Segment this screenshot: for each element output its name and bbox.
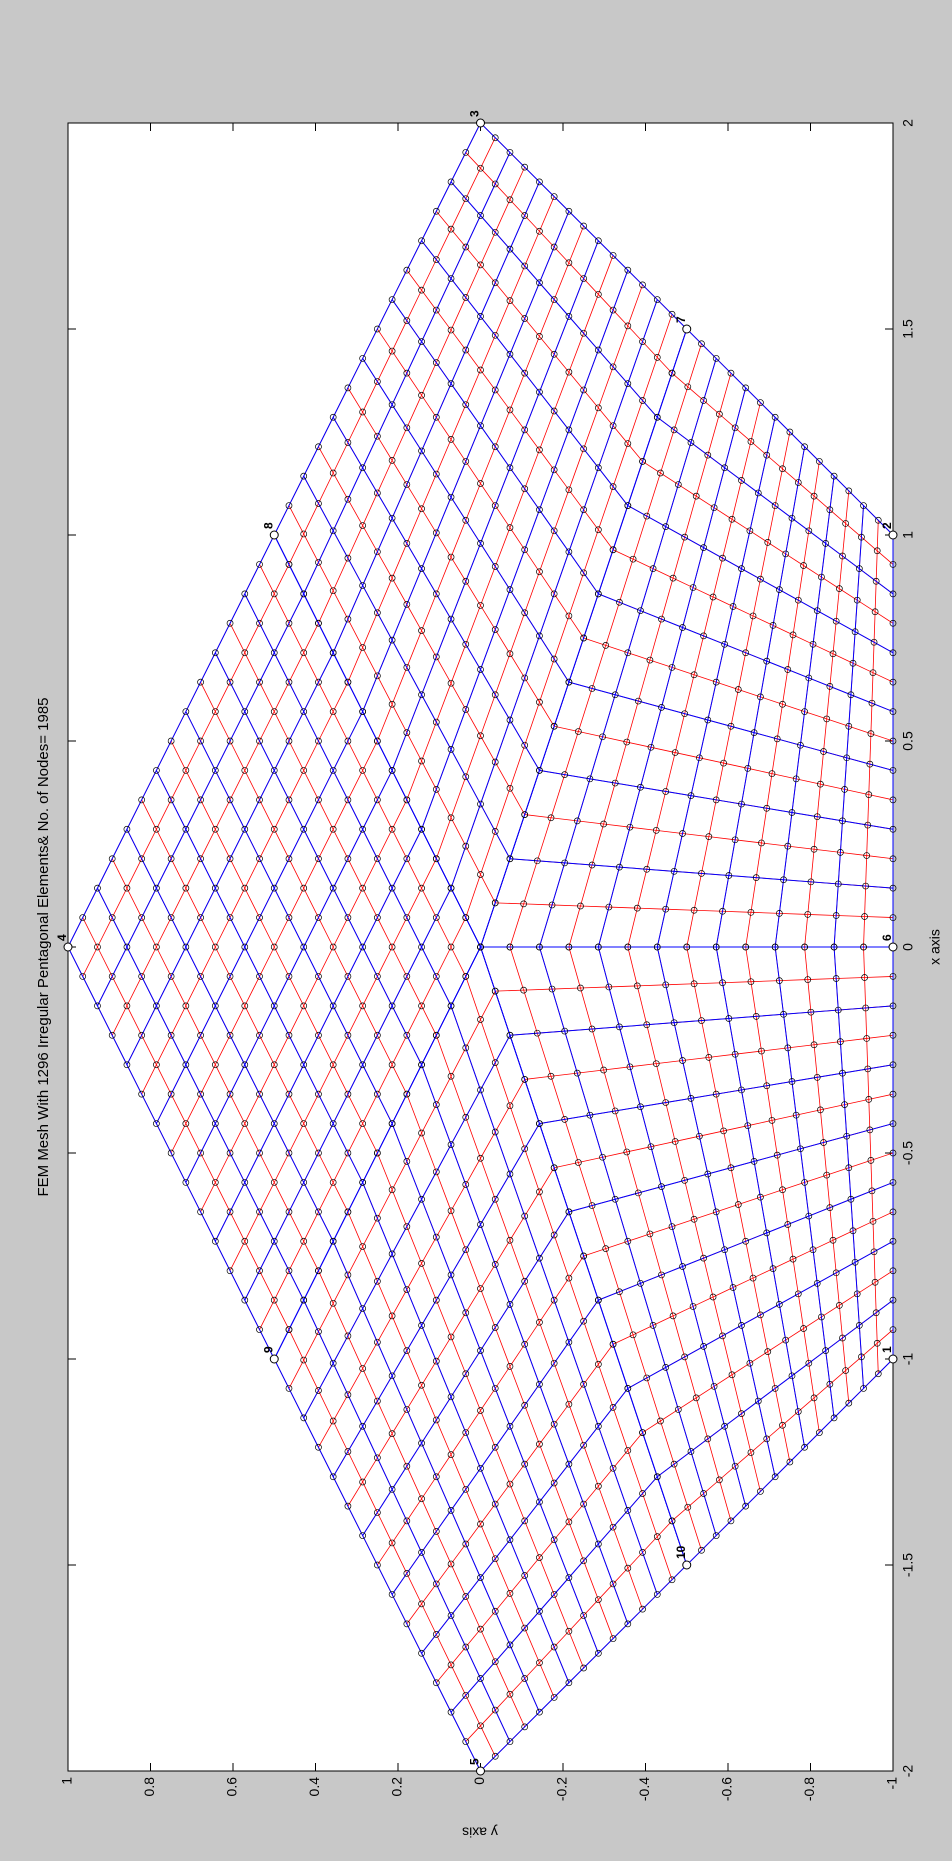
node-label: 1 [880, 1346, 894, 1353]
y-tick-label: 0 [471, 1777, 487, 1785]
x-tick-label: 0 [900, 943, 916, 951]
rotated-plot: FEM Mesh With 1296 Irregular Pentagonal … [35, 110, 943, 1840]
y-tick-label: -0.8 [801, 1777, 817, 1801]
x-tick-label: 2 [900, 119, 916, 127]
x-tick-label: 1 [900, 531, 916, 539]
node-label: 3 [468, 110, 482, 117]
node [889, 1355, 897, 1363]
node-label: 6 [880, 934, 894, 941]
node [889, 531, 897, 539]
node-label: 4 [55, 934, 69, 941]
y-tick-label: 0.8 [141, 1777, 157, 1797]
node [683, 1561, 691, 1569]
chart-title: FEM Mesh With 1296 Irregular Pentagonal … [35, 697, 52, 1196]
node [889, 943, 897, 951]
x-tick-label: -0.5 [900, 1141, 916, 1165]
x-axis-label: x axis [927, 929, 943, 965]
x-tick-label: 1.5 [900, 319, 916, 339]
page: {"chart_data": {"type": "mesh", "title":… [0, 0, 952, 1861]
y-tick-label: 0.2 [389, 1777, 405, 1797]
y-tick-label: -0.6 [719, 1777, 735, 1801]
node [270, 1355, 278, 1363]
node-label: 7 [674, 316, 688, 323]
node-label: 9 [261, 1346, 275, 1353]
y-tick-label: -0.4 [636, 1777, 652, 1801]
y-tick-label: -1 [884, 1777, 900, 1790]
node-label: 2 [880, 522, 894, 529]
x-tick-label: -1 [900, 1353, 916, 1366]
y-tick-label: 0.4 [306, 1777, 322, 1797]
node [477, 1767, 485, 1775]
y-tick-label: 1 [59, 1777, 75, 1785]
node [683, 325, 691, 333]
y-axis-label: y axis [462, 1824, 498, 1840]
node [64, 943, 72, 951]
x-tick-label: -2 [900, 1765, 916, 1778]
node [270, 531, 278, 539]
x-tick-label: -1.5 [900, 1553, 916, 1577]
node-label: 5 [468, 1758, 482, 1765]
node-label: 8 [261, 522, 275, 529]
y-tick-label: -0.2 [554, 1777, 570, 1801]
figure: FEM Mesh With 1296 Irregular Pentagonal … [0, 0, 952, 1861]
y-tick-label: 0.6 [224, 1777, 240, 1797]
node-label: 10 [674, 1545, 688, 1559]
node [477, 119, 485, 127]
x-tick-label: 0.5 [900, 731, 916, 751]
